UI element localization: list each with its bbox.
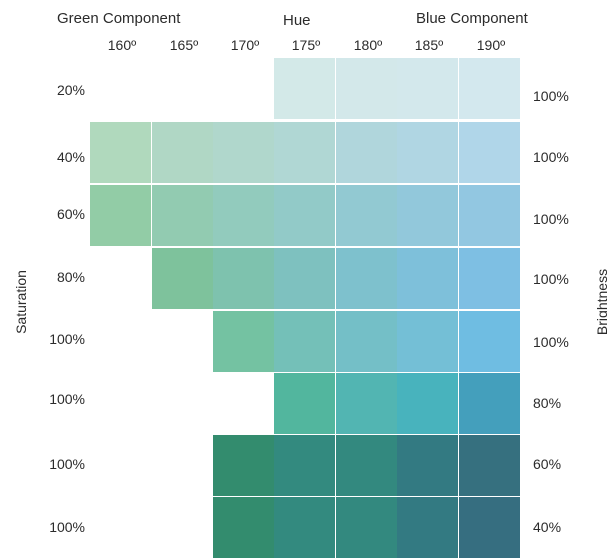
swatch-cell xyxy=(213,497,274,558)
hue-column-label: 185º xyxy=(414,37,444,53)
swatch-cell xyxy=(459,58,520,119)
hue-column-label: 190º xyxy=(476,37,506,53)
swatch-cell xyxy=(152,185,213,246)
brightness-row-label: 100% xyxy=(533,271,569,287)
brightness-row-label: 80% xyxy=(533,395,562,411)
swatch-cell xyxy=(459,497,520,558)
swatch-cell xyxy=(336,122,397,183)
hue-column-label: 180º xyxy=(353,37,383,53)
saturation-row-label: 100% xyxy=(49,519,85,535)
green-component-header: Green Component xyxy=(57,10,181,27)
saturation-row-label: 40% xyxy=(56,149,85,165)
brightness-row-label: 100% xyxy=(533,149,569,165)
swatch-cell xyxy=(274,435,335,496)
hue-column-label: 175º xyxy=(291,37,321,53)
saturation-row-label: 80% xyxy=(56,269,85,285)
blue-component-header: Blue Component xyxy=(416,10,528,27)
swatch-cell xyxy=(459,435,520,496)
swatch-cell xyxy=(213,311,274,372)
brightness-row-label: 100% xyxy=(533,211,569,227)
swatch-cell xyxy=(213,185,274,246)
swatch-cell xyxy=(336,185,397,246)
swatch-cell xyxy=(213,122,274,183)
hue-header: Hue xyxy=(283,12,311,29)
hue-column-label: 160º xyxy=(107,37,137,53)
swatch-cell xyxy=(336,435,397,496)
swatch-cell xyxy=(336,497,397,558)
swatch-cell xyxy=(274,311,335,372)
swatch-cell xyxy=(336,373,397,434)
brightness-row-label: 100% xyxy=(533,88,569,104)
swatch-cell xyxy=(397,435,458,496)
swatch-cell xyxy=(397,122,458,183)
swatch-cell xyxy=(274,497,335,558)
swatch-cell xyxy=(274,373,335,434)
saturation-row-label: 100% xyxy=(49,391,85,407)
swatch-cell xyxy=(397,185,458,246)
swatch-cell xyxy=(459,311,520,372)
swatch-cell xyxy=(90,185,151,246)
swatch-cell xyxy=(152,122,213,183)
swatch-cell xyxy=(397,311,458,372)
swatch-cell xyxy=(274,122,335,183)
swatch-cell xyxy=(397,497,458,558)
swatch-cell xyxy=(274,185,335,246)
brightness-row-label: 100% xyxy=(533,334,569,350)
swatch-cell xyxy=(459,185,520,246)
brightness-row-label: 60% xyxy=(533,456,562,472)
swatch-cell xyxy=(336,248,397,309)
swatch-cell xyxy=(459,373,520,434)
saturation-row-label: 100% xyxy=(49,456,85,472)
swatch-cell xyxy=(274,58,335,119)
brightness-axis-title: Brightness xyxy=(594,268,607,336)
swatch-cell xyxy=(213,435,274,496)
swatch-cell xyxy=(397,248,458,309)
saturation-row-label: 60% xyxy=(56,206,85,222)
swatch-cell xyxy=(397,373,458,434)
swatch-cell xyxy=(274,248,335,309)
swatch-cell xyxy=(90,122,151,183)
swatch-cell xyxy=(213,248,274,309)
swatch-cell xyxy=(336,58,397,119)
saturation-axis-title: Saturation xyxy=(13,270,29,334)
swatch-cell xyxy=(459,122,520,183)
saturation-row-label: 100% xyxy=(49,331,85,347)
swatch-cell xyxy=(152,248,213,309)
hue-column-label: 165º xyxy=(169,37,199,53)
brightness-row-label: 40% xyxy=(533,519,562,535)
swatch-cell xyxy=(397,58,458,119)
swatch-cell xyxy=(336,311,397,372)
hue-column-label: 170º xyxy=(230,37,260,53)
saturation-row-label: 20% xyxy=(56,82,85,98)
swatch-cell xyxy=(459,248,520,309)
